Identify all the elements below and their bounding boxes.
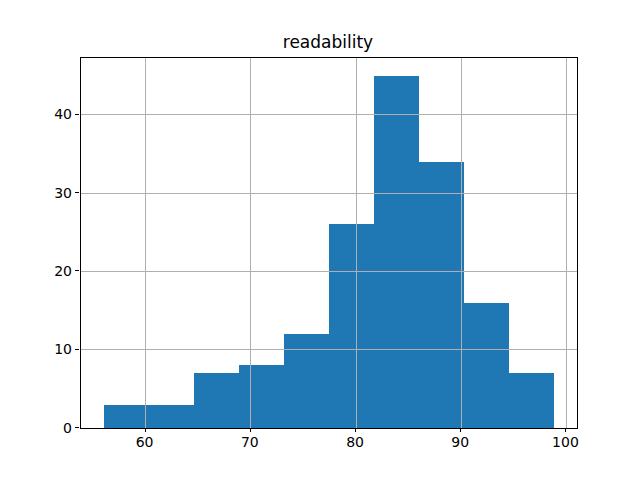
x-tick-mark	[460, 428, 461, 432]
y-tick-mark	[75, 270, 79, 271]
x-tick-label: 60	[136, 434, 154, 450]
y-tick-label: 30	[0, 185, 72, 201]
y-tick-mark	[75, 427, 79, 428]
y-tick-label: 10	[0, 341, 72, 357]
x-tick-label: 100	[552, 434, 579, 450]
x-tick-mark	[355, 428, 356, 432]
gridline-y	[81, 349, 577, 350]
x-tick-mark	[565, 428, 566, 432]
x-tick-mark	[250, 428, 251, 432]
x-tick-label: 90	[451, 434, 469, 450]
plot-area	[80, 57, 578, 429]
gridline-y	[81, 271, 577, 272]
y-tick-label: 40	[0, 106, 72, 122]
x-tick-label: 80	[346, 434, 364, 450]
x-tick-label: 70	[241, 434, 259, 450]
y-tick-mark	[75, 114, 79, 115]
gridline-y	[81, 193, 577, 194]
y-tick-label: 20	[0, 263, 72, 279]
chart-title: readability	[80, 33, 576, 52]
x-tick-mark	[145, 428, 146, 432]
y-tick-label: 0	[0, 420, 72, 436]
y-tick-mark	[75, 192, 79, 193]
y-tick-mark	[75, 349, 79, 350]
grid-layer	[81, 58, 577, 428]
gridline-y	[81, 114, 577, 115]
figure: readability 60 70 80 90 100 0 10 20 30 40	[0, 0, 640, 480]
